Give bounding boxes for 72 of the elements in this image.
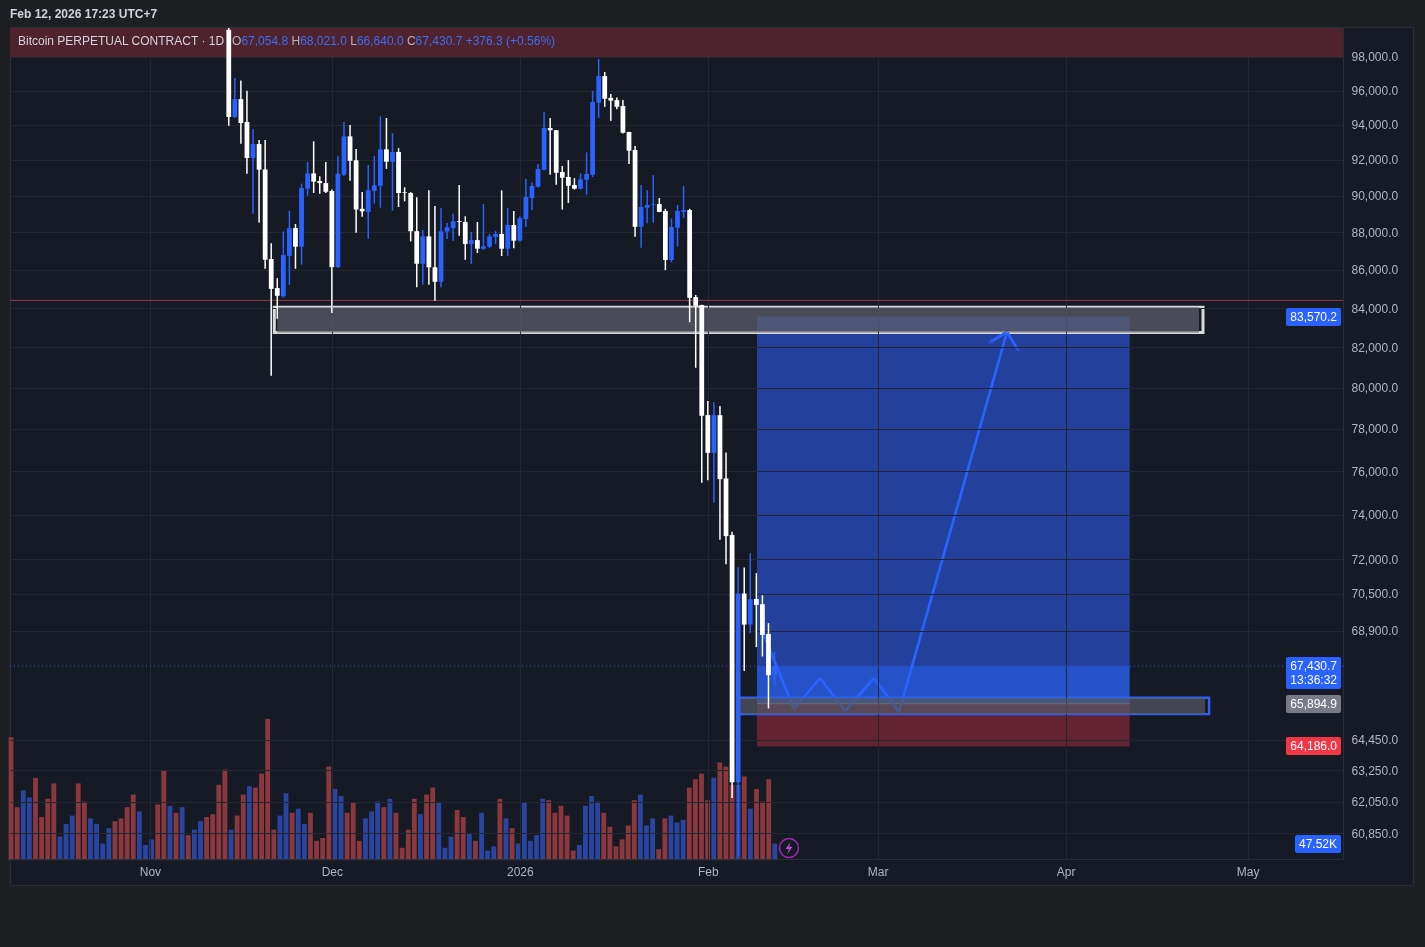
y-tick-label: 74,000.0: [1351, 508, 1399, 523]
y-tick-label: 94,000.0: [1351, 118, 1399, 133]
y-tick-label: 60,850.0: [1351, 826, 1399, 841]
bar: [772, 843, 778, 859]
candlestick: [456, 184, 462, 237]
y-tick-label: 92,000.0: [1351, 153, 1399, 168]
bar: [497, 798, 503, 859]
ref-line-label: 67,430.7: [1290, 659, 1337, 674]
bar: [418, 814, 424, 859]
y-tick-label: 88,000.0: [1351, 225, 1399, 240]
candlestick: [511, 210, 517, 249]
candlestick: [293, 223, 298, 270]
y-tick-label: 68,900.0: [1351, 624, 1399, 639]
y-tick-label: 96,000.0: [1351, 84, 1399, 99]
candlestick: [517, 215, 523, 243]
annotation: 65,894.9: [1290, 696, 1337, 711]
candlestick: [505, 207, 511, 257]
candlestick: [444, 222, 450, 240]
candlestick: [468, 231, 474, 265]
y-tick-label: 76,000.0: [1351, 464, 1399, 479]
bar: [467, 833, 473, 859]
bar: [290, 812, 296, 859]
bar: [186, 835, 192, 859]
x-tick-label: Apr: [1056, 864, 1076, 879]
bar: [748, 808, 754, 859]
y-tick-label: 62,050.0: [1351, 795, 1399, 810]
y-tick-label: 78,000.0: [1351, 422, 1399, 437]
candlestick: [450, 213, 456, 242]
bar: [277, 815, 283, 859]
candlestick: [232, 77, 238, 119]
y-tick-label: 98,000.0: [1351, 50, 1399, 65]
x-tick-label: Dec: [321, 864, 344, 879]
y-tick-label: 82,000.0: [1351, 340, 1399, 355]
bar: [387, 798, 393, 859]
annotation: 13:36:32: [1290, 673, 1337, 688]
y-tick-label: 84,000.0: [1351, 301, 1399, 316]
y-tick-label: 80,000.0: [1351, 381, 1399, 396]
text: Feb 12, 2026 17:23 UTC+7: [10, 7, 158, 21]
candlestick: [390, 132, 395, 212]
y-tick-label: 63,250.0: [1351, 763, 1399, 778]
bar: [742, 776, 748, 859]
bar: [70, 815, 76, 859]
annotation: 47.52K: [1298, 836, 1337, 851]
y-tick-label: 86,000.0: [1351, 263, 1399, 278]
bar: [180, 807, 186, 859]
text: Bitcoin PERPETUAL CONTRACT · 1D: [18, 34, 225, 48]
bar: [711, 777, 717, 859]
candlestick: [475, 221, 480, 254]
x-tick-label: Nov: [139, 864, 162, 879]
bar: [247, 786, 253, 859]
text: O67,054.8 H68,021.0 L66,640.0 C67,430.7 +376.3 (+0.56%): [232, 34, 556, 48]
candlestick: [462, 215, 468, 261]
x-tick-label: 2026: [506, 864, 535, 879]
bar: [510, 828, 515, 859]
y-tick-label: 70,500.0: [1351, 587, 1399, 602]
x-tick-label: Mar: [867, 864, 889, 879]
y-tick-label: 72,000.0: [1351, 552, 1399, 567]
bar: [15, 807, 21, 859]
bar: [473, 840, 479, 859]
candlestick: [384, 117, 389, 170]
bar: [717, 762, 723, 859]
x-tick-label: Feb: [697, 864, 719, 879]
candlestick: [547, 117, 553, 176]
annotation: 83,570.2: [1290, 309, 1337, 324]
annotation: 64,186.0: [1290, 739, 1337, 754]
bar: [681, 819, 687, 859]
bar: [381, 807, 387, 859]
x-tick-label: May: [1236, 864, 1260, 879]
y-tick-label: 64,450.0: [1351, 733, 1399, 748]
y-tick-label: 90,000.0: [1351, 189, 1399, 204]
candlestick: [650, 174, 656, 224]
candlestick: [499, 189, 505, 257]
